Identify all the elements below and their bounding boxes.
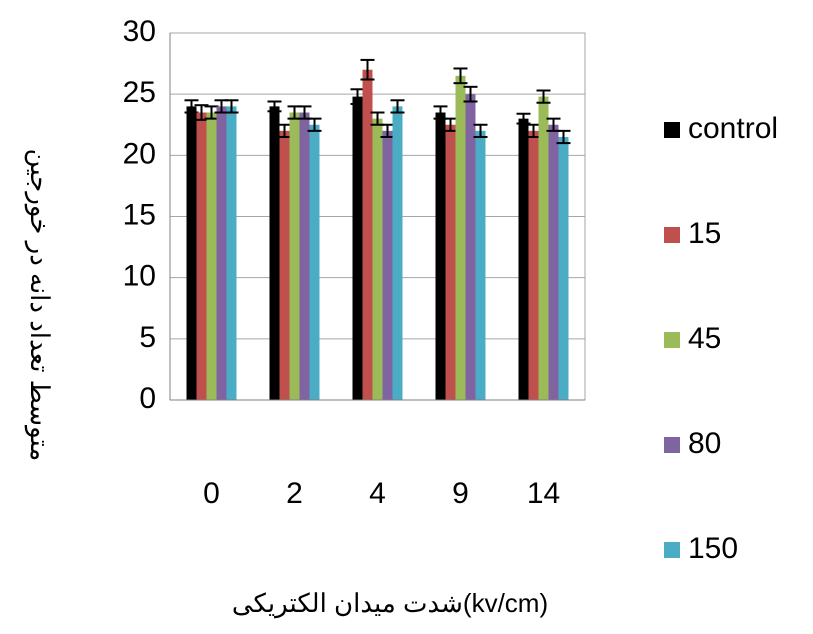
error-bar — [307, 117, 322, 132]
x-tick-label: 14 — [527, 477, 560, 510]
x-tick-label: 2 — [286, 477, 303, 510]
legend-swatch — [664, 122, 680, 138]
x-axis-label: شدت میدان الکتریکی(kv/cm) — [232, 588, 548, 619]
bar — [435, 112, 446, 401]
error-bar — [453, 67, 468, 85]
error-bar — [556, 129, 571, 145]
bar — [299, 112, 310, 401]
y-tick-label: 10 — [123, 260, 156, 293]
error-bar — [224, 99, 239, 114]
error-bar — [390, 99, 405, 114]
x-tick-label: 9 — [452, 477, 469, 510]
bar — [538, 96, 549, 400]
bar — [279, 130, 290, 400]
x-tick-label: 4 — [369, 477, 386, 510]
y-axis-label: متوسط تعداد دانه در خورجین — [24, 149, 55, 462]
bar — [269, 106, 280, 401]
legend-label: control — [688, 112, 778, 145]
legend-label: 80 — [688, 427, 721, 460]
error-bar — [194, 104, 209, 121]
bar — [445, 124, 456, 400]
bar — [475, 130, 486, 400]
y-tick-label: 0 — [139, 382, 156, 415]
y-tick-label: 5 — [139, 321, 156, 354]
legend-swatch — [664, 542, 680, 558]
legend-label: 45 — [688, 322, 721, 355]
error-bar — [443, 117, 458, 132]
error-bar — [536, 89, 551, 104]
error-bar — [526, 123, 541, 138]
bar — [309, 124, 320, 400]
bar — [196, 112, 207, 401]
bar — [372, 118, 383, 400]
error-bar — [184, 99, 199, 114]
legend-swatch — [664, 332, 680, 348]
bar — [186, 106, 197, 401]
error-bar — [360, 58, 375, 81]
y-tick-label: 25 — [123, 76, 156, 109]
error-bar — [350, 88, 365, 105]
error-bar — [473, 123, 488, 138]
bar — [558, 136, 569, 400]
bar — [528, 130, 539, 400]
legend-swatch — [664, 437, 680, 453]
bar — [382, 130, 393, 400]
bar — [226, 106, 237, 401]
bar — [465, 94, 476, 401]
error-bar — [516, 112, 531, 125]
bar — [216, 106, 227, 401]
x-tick-label: 0 — [203, 477, 220, 510]
bar — [392, 106, 403, 401]
bar — [352, 96, 363, 400]
bar — [518, 118, 529, 400]
y-tick-label: 30 — [123, 15, 156, 48]
error-bar — [463, 85, 478, 103]
error-bar — [267, 100, 282, 113]
bar — [455, 75, 466, 401]
error-bar — [277, 123, 292, 138]
legend-label: 15 — [688, 217, 721, 250]
legend-swatch — [664, 227, 680, 243]
bar — [289, 112, 300, 401]
bar — [206, 112, 217, 401]
error-bar — [204, 105, 219, 120]
bar — [548, 124, 559, 400]
y-tick-label: 20 — [123, 137, 156, 170]
error-bar — [380, 123, 395, 138]
bar — [362, 69, 373, 400]
legend-label: 150 — [688, 532, 738, 565]
y-tick-label: 15 — [123, 198, 156, 231]
